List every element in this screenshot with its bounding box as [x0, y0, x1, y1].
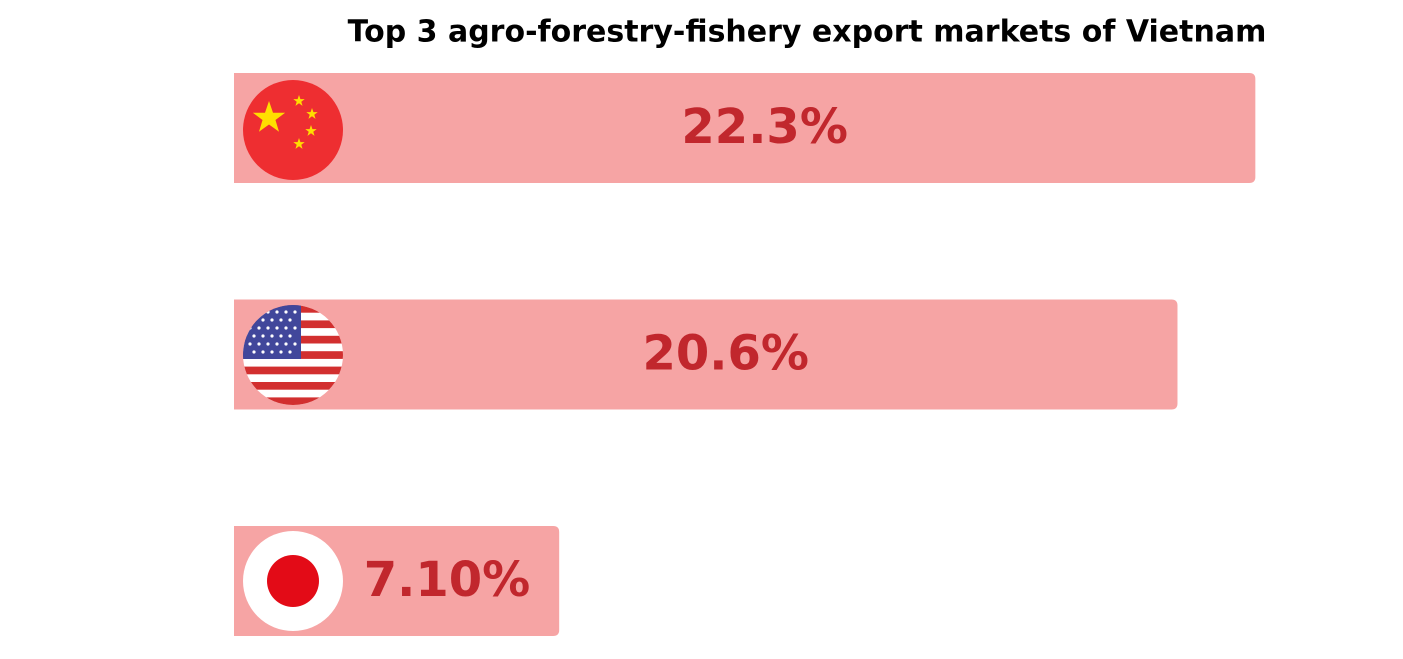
- value-label: 20.6%: [642, 326, 809, 382]
- flag-japan: [243, 531, 343, 631]
- flag-china: [243, 80, 343, 180]
- flag-usa: [243, 305, 343, 405]
- bar: [234, 73, 1256, 183]
- value-label: 22.3%: [681, 99, 848, 155]
- value-label: 7.10%: [364, 552, 531, 608]
- chart-title: Top 3 agro-forestry-fishery export marke…: [348, 15, 1267, 50]
- bar: [234, 299, 1178, 410]
